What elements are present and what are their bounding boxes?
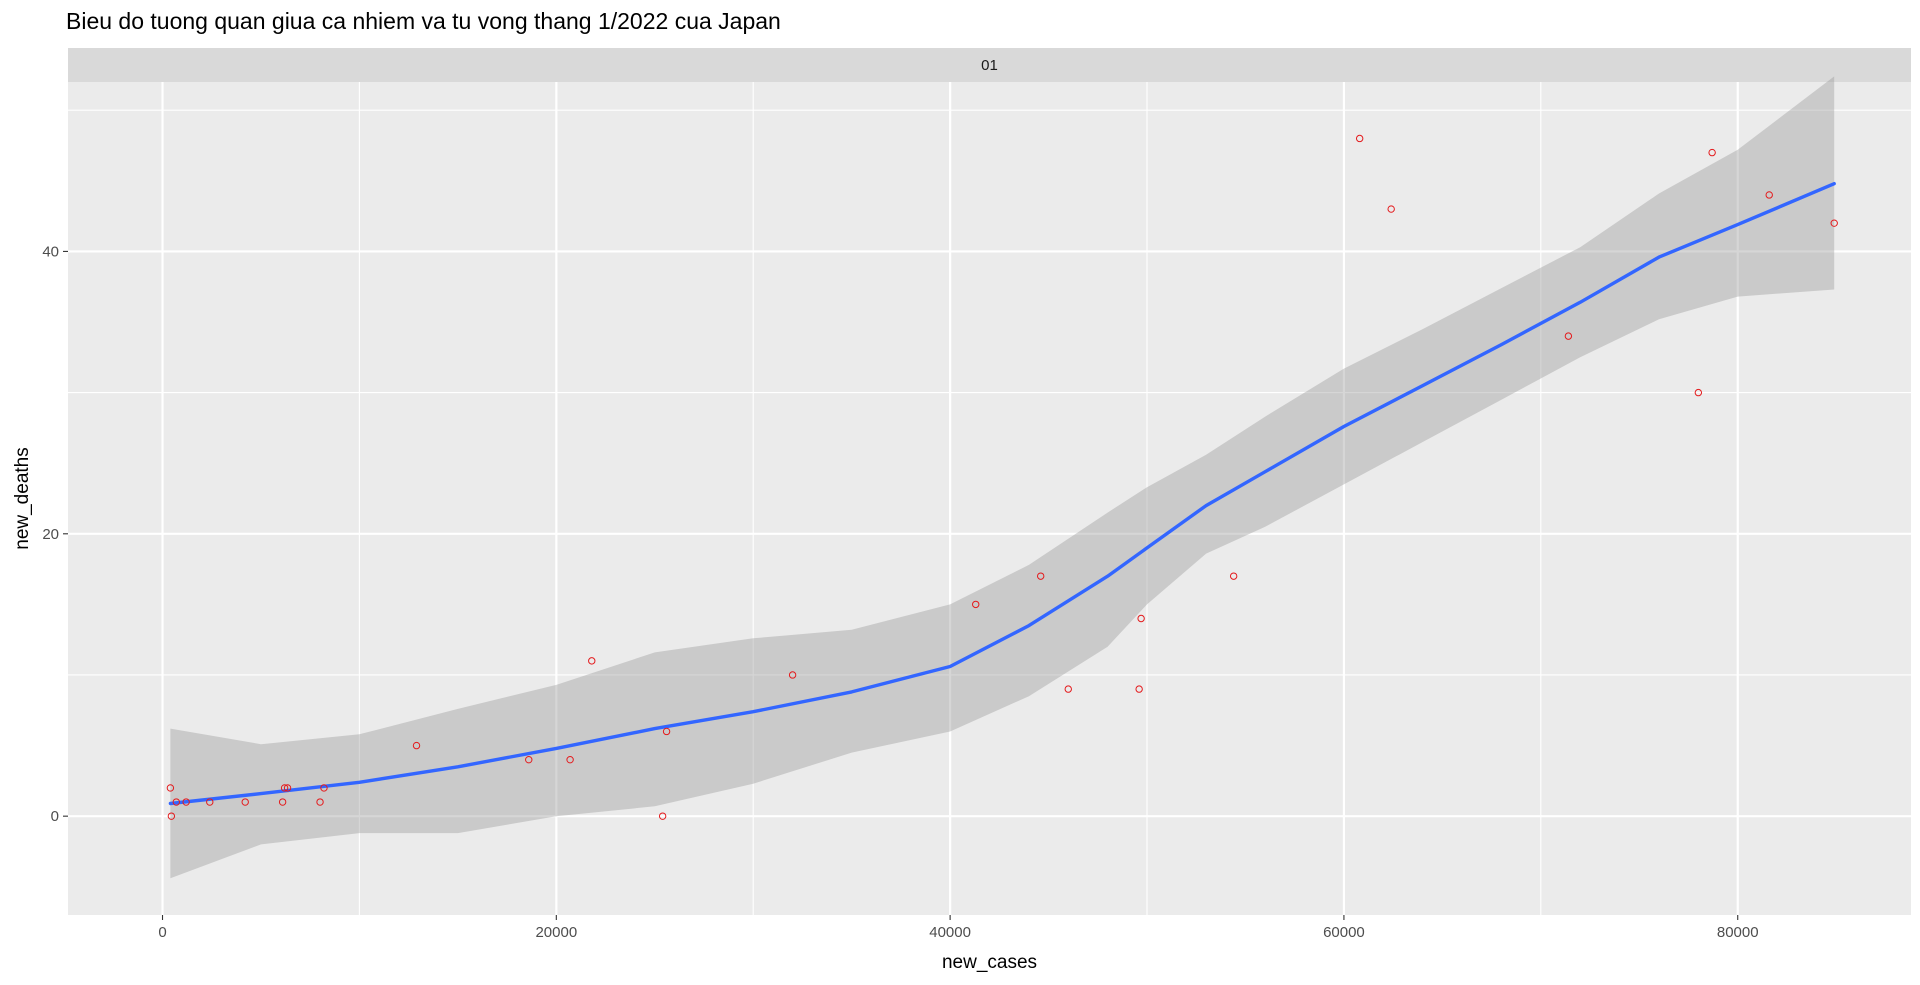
- data-points: [166, 134, 1838, 820]
- data-point: [320, 784, 328, 792]
- y-axis-title: new_deaths: [12, 447, 33, 549]
- x-axis-title: new_cases: [942, 952, 1037, 973]
- y-tick-label: 0: [51, 808, 59, 825]
- major-gridlines: [68, 82, 1911, 915]
- data-point: [658, 812, 667, 820]
- data-point: [1694, 388, 1703, 397]
- x-tick-label: 60000: [1323, 924, 1365, 941]
- data-point: [283, 784, 292, 792]
- minor-gridlines: [68, 82, 1911, 915]
- x-axis: 0 20000 40000 60000 80000: [158, 915, 1759, 941]
- data-point: [788, 671, 797, 679]
- data-point: [1064, 685, 1072, 693]
- facet-strip-label: 01: [981, 57, 998, 74]
- x-tick-label: 20000: [535, 924, 577, 941]
- data-point: [1708, 148, 1716, 157]
- data-point: [1387, 205, 1395, 213]
- data-point: [972, 600, 980, 609]
- data-point: [1229, 572, 1238, 580]
- data-point: [1036, 572, 1045, 580]
- data-point: [1135, 685, 1143, 693]
- data-point: [566, 755, 574, 764]
- chart-title: Bieu do tuong quan giua ca nhiem va tu v…: [66, 8, 781, 34]
- data-point: [166, 784, 175, 792]
- data-point: [241, 798, 249, 806]
- data-point: [278, 798, 287, 806]
- data-point: [588, 657, 596, 665]
- x-tick-label: 40000: [929, 924, 971, 941]
- data-point: [662, 727, 671, 736]
- data-point: [1564, 332, 1573, 340]
- data-point: [167, 812, 176, 820]
- data-point: [1137, 614, 1145, 623]
- data-point: [1355, 134, 1364, 143]
- y-tick-label: 20: [42, 526, 59, 543]
- data-point: [412, 741, 421, 750]
- smooth-trend-line: [168, 182, 1836, 806]
- data-point: [182, 798, 190, 806]
- facet-strip: [68, 48, 1911, 82]
- x-tick-label: 0: [158, 924, 166, 941]
- x-tick-label: 80000: [1717, 924, 1759, 941]
- confidence-band: [170, 76, 1835, 879]
- data-point: [1765, 191, 1773, 199]
- y-axis: 0 20 40: [42, 243, 68, 825]
- data-point: [525, 755, 533, 764]
- data-point: [172, 798, 180, 806]
- data-point: [280, 784, 289, 792]
- plot-panel: [68, 82, 1911, 915]
- data-point: [1830, 219, 1838, 227]
- y-tick-label: 40: [42, 243, 59, 260]
- data-point: [316, 798, 324, 806]
- data-point: [206, 798, 214, 806]
